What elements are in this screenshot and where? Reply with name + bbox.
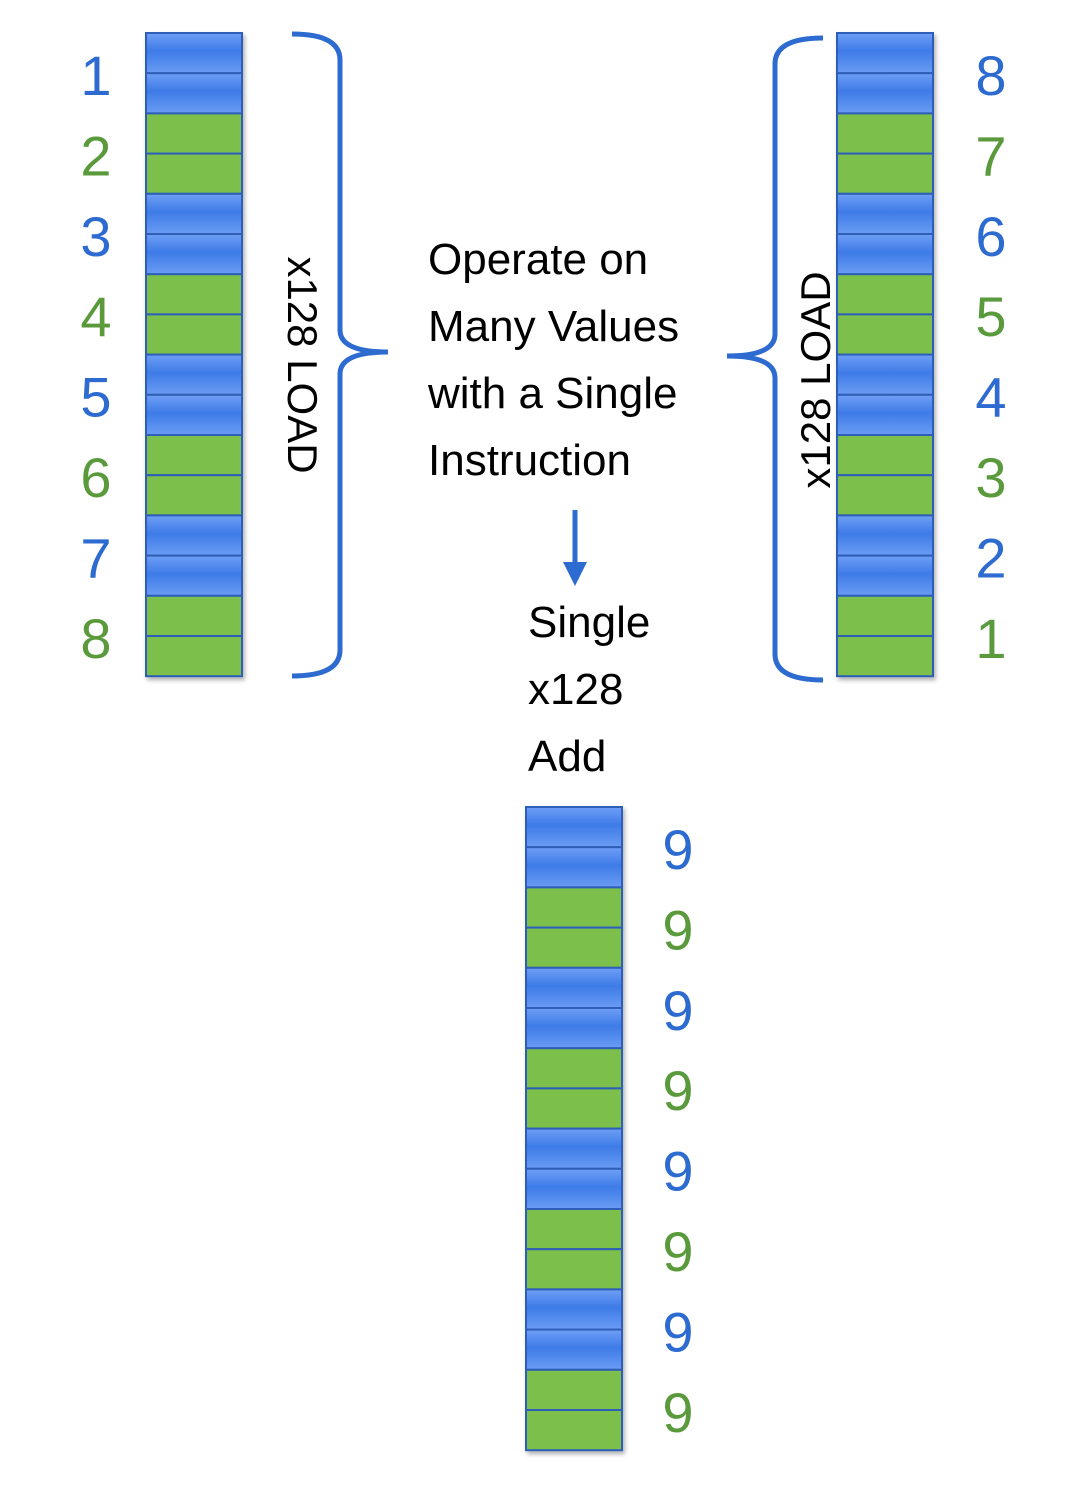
green-cell	[836, 594, 934, 637]
blue-cell	[525, 1127, 623, 1170]
blue-cell	[836, 514, 934, 557]
green-cell	[525, 1409, 623, 1452]
green-cell	[836, 152, 934, 195]
number-label: 5	[975, 285, 1006, 348]
caption-line: with a Single	[427, 369, 677, 418]
green-cell	[145, 273, 243, 316]
green-cell	[525, 1047, 623, 1090]
result-register-column	[525, 806, 623, 1452]
right-number-labels: 8 7 6 5 4 3 2 1	[975, 44, 1006, 670]
green-cell	[836, 273, 934, 316]
number-label: 8	[975, 44, 1006, 107]
number-label: 9	[662, 898, 693, 961]
number-label: 9	[662, 1381, 693, 1444]
green-cell	[525, 886, 623, 929]
blue-cell	[836, 233, 934, 276]
green-cell	[525, 1368, 623, 1412]
green-cell	[836, 474, 934, 517]
caption-line: Operate on	[428, 235, 648, 284]
green-cell	[145, 112, 243, 155]
blue-cell	[525, 806, 623, 849]
caption-line: Instruction	[428, 436, 631, 485]
blue-cell	[525, 1167, 623, 1211]
number-label: 7	[80, 526, 111, 589]
green-cell	[525, 926, 623, 969]
blue-cell	[525, 1288, 623, 1331]
number-label: 9	[662, 1220, 693, 1283]
blue-cell	[145, 233, 243, 276]
blue-cell	[525, 846, 623, 889]
blue-cell	[525, 1007, 623, 1050]
number-label: 9	[662, 1059, 693, 1122]
number-label: 5	[80, 366, 111, 429]
blue-cell	[145, 72, 243, 115]
number-label: 7	[975, 124, 1006, 187]
left-load-label: x128 LOAD	[279, 256, 326, 473]
green-cell	[836, 112, 934, 155]
left-number-labels: 1 2 3 4 5 6 7 8	[80, 44, 111, 670]
number-label: 1	[80, 44, 111, 107]
green-cell	[145, 434, 243, 477]
number-label: 4	[975, 366, 1006, 429]
green-cell	[836, 635, 934, 678]
number-label: 9	[662, 1140, 693, 1203]
blue-cell	[145, 192, 243, 236]
green-cell	[525, 1208, 623, 1251]
number-label: 2	[80, 124, 111, 187]
green-cell	[145, 152, 243, 195]
blue-cell	[145, 554, 243, 597]
caption: Operate on Many Values with a Single Ins…	[427, 235, 679, 485]
number-label: 9	[662, 979, 693, 1042]
green-cell	[145, 313, 243, 356]
green-cell	[836, 434, 934, 477]
green-cell	[145, 474, 243, 517]
green-cell	[525, 1248, 623, 1291]
number-label: 3	[975, 446, 1006, 509]
number-label: 9	[662, 818, 693, 881]
number-label: 6	[80, 446, 111, 509]
number-label: 4	[80, 285, 111, 348]
operation-line: x128	[528, 665, 623, 714]
number-label: 2	[975, 526, 1006, 589]
green-cell	[145, 594, 243, 637]
down-arrow-icon	[563, 510, 587, 586]
green-cell	[525, 1087, 623, 1130]
blue-cell	[525, 966, 623, 1009]
blue-cell	[836, 72, 934, 115]
number-label: 1	[975, 607, 1006, 670]
number-label: 9	[662, 1300, 693, 1363]
blue-cell	[836, 554, 934, 597]
number-label: 6	[975, 205, 1006, 268]
right-load-label: x128 LOAD	[792, 271, 839, 488]
green-cell	[836, 313, 934, 356]
blue-cell	[525, 1328, 623, 1371]
blue-cell	[145, 393, 243, 436]
left-brace	[291, 31, 389, 679]
number-label: 3	[80, 205, 111, 268]
green-cell	[145, 635, 243, 678]
result-number-labels: 9 9 9 9 9 9 9 9	[662, 818, 693, 1444]
blue-cell	[145, 353, 243, 396]
number-label: 8	[80, 607, 111, 670]
right-brace	[726, 35, 824, 683]
operation-line: Add	[528, 732, 606, 781]
operation-line: Single	[528, 598, 650, 647]
blue-cell	[836, 32, 934, 75]
blue-cell	[145, 514, 243, 557]
blue-cell	[145, 32, 243, 75]
operation-label: Single x128 Add	[528, 598, 650, 781]
blue-cell	[836, 393, 934, 436]
right-register-column	[836, 32, 934, 678]
blue-cell	[836, 192, 934, 236]
caption-line: Many Values	[428, 302, 679, 351]
blue-cell	[836, 353, 934, 396]
left-register-column	[145, 32, 243, 678]
